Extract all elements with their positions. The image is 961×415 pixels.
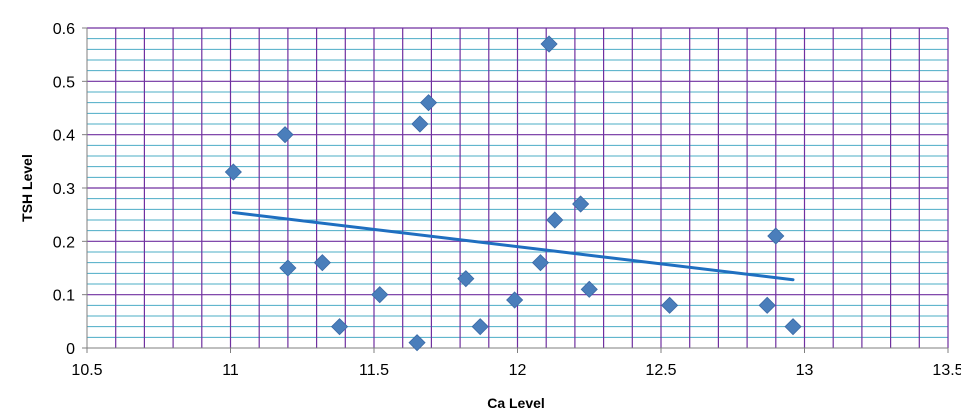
x-tick-label: 13 [796, 362, 814, 379]
data-points [224, 35, 802, 352]
data-point [758, 296, 776, 314]
y-tick-label: 0.5 [53, 74, 75, 91]
data-point [784, 318, 802, 336]
y-tick-label: 0.1 [53, 288, 75, 305]
data-point [330, 318, 349, 336]
x-tick-label: 10.5 [71, 362, 102, 379]
data-point [531, 254, 550, 272]
trendline [231, 211, 795, 282]
y-tick-labels: 0 0.1 0.2 0.3 0.4 0.5 0.6 [53, 21, 75, 358]
x-tick-labels: 10.5 11 11.5 12 12.5 13 13.5 [71, 362, 961, 379]
data-point [371, 286, 389, 304]
trendline-layer [231, 211, 795, 282]
x-tick-label: 13.5 [932, 362, 961, 379]
data-point [457, 270, 475, 288]
axes [82, 27, 949, 353]
data-point [546, 211, 564, 229]
data-point [506, 291, 524, 309]
data-point [580, 280, 598, 298]
data-point [471, 318, 489, 336]
x-tick-label: 11 [222, 362, 239, 379]
x-tick-label: 12.5 [645, 362, 676, 379]
x-tick-label: 12 [509, 362, 527, 379]
y-tick-label: 0.4 [53, 128, 75, 145]
data-point [411, 115, 429, 133]
x-tick-label: 11.5 [359, 362, 389, 379]
data-point [419, 94, 438, 112]
y-axis-title: TSH Level [19, 154, 35, 222]
data-point [408, 334, 426, 352]
data-point [224, 163, 242, 181]
data-point [661, 296, 679, 314]
y-tick-label: 0.6 [53, 21, 75, 38]
data-point [276, 126, 294, 144]
y-tick-label: 0.2 [53, 234, 75, 251]
x-axis-title: Ca Level [487, 395, 545, 411]
data-point [279, 259, 297, 277]
major-gridlines [87, 27, 949, 348]
data-point [767, 227, 785, 245]
data-point [540, 35, 558, 53]
data-point [313, 254, 331, 272]
y-tick-label: 0.3 [53, 181, 75, 198]
data-point [572, 195, 590, 213]
y-tick-label: 0 [66, 341, 75, 358]
